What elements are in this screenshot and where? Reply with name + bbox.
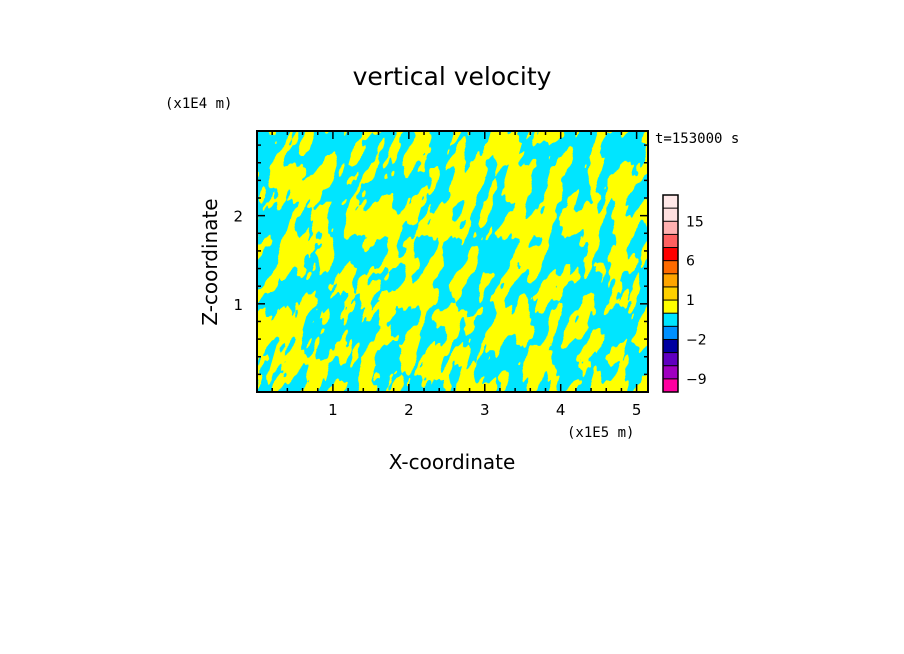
colorbar-segment [663,339,678,353]
x-tick-label: 1 [328,401,338,419]
chart-title: vertical velocity [353,62,552,91]
y-tick-label: 1 [233,296,243,314]
colorbar-segment [663,195,678,209]
x-unit-label: (x1E5 m) [567,425,634,441]
colorbar-segment [663,313,678,327]
colorbar-segment [663,260,678,274]
y-tick-label: 2 [233,208,243,226]
colorbar-label: 1 [686,293,695,309]
colorbar-segment [663,378,678,392]
x-axis-label: X-coordinate [389,450,516,474]
colorbar-segment [663,247,678,261]
colorbar-label: 6 [686,254,695,270]
y-axis-label: Z-coordinate [198,198,222,325]
colorbar-segment [663,273,678,287]
colorbar-frame [662,194,679,393]
axes: 1 2 3 4 5 1 2 [233,130,649,419]
colorbar: 15 6 1 −2 −9 [662,194,707,393]
colorbar-segment [663,365,678,379]
colorbar-label: −9 [686,372,707,388]
x-tick-label: 3 [480,401,490,419]
colorbar-segment [663,208,678,222]
x-tick-label: 5 [632,401,642,419]
x-tick-label: 4 [556,401,566,419]
time-label: t=153000 s [655,131,739,147]
colorbar-segment [663,234,678,248]
colorbar-segment [663,221,678,235]
velocity-field [257,131,648,392]
colorbar-label: 15 [686,214,704,230]
positive-velocity-streaks [257,131,648,392]
colorbar-segment [663,286,678,301]
plot-frame [256,130,649,393]
colorbar-segment [663,300,678,314]
x-tick-label: 2 [404,401,414,419]
y-unit-label: (x1E4 m) [165,96,232,112]
colorbar-segment [663,326,678,340]
colorbar-segment [663,352,678,366]
colorbar-label: −2 [686,332,707,348]
